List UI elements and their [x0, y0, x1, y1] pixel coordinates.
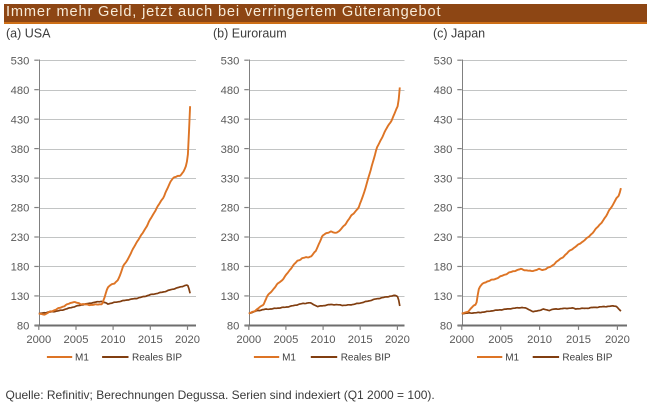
svg-text:280: 280	[11, 203, 30, 215]
svg-text:230: 230	[221, 232, 240, 244]
svg-text:180: 180	[221, 262, 240, 274]
svg-text:2010: 2010	[311, 334, 336, 346]
svg-text:2015: 2015	[566, 334, 591, 346]
svg-text:M1: M1	[505, 352, 519, 363]
svg-text:M1: M1	[282, 352, 296, 363]
svg-text:430: 430	[221, 114, 240, 126]
svg-text:130: 130	[434, 291, 453, 303]
svg-text:480: 480	[434, 85, 453, 97]
svg-text:2020: 2020	[605, 334, 630, 346]
svg-text:2020: 2020	[385, 334, 410, 346]
svg-text:2005: 2005	[273, 334, 298, 346]
svg-text:(b) Euroraum: (b) Euroraum	[213, 26, 287, 40]
svg-text:280: 280	[434, 203, 453, 215]
svg-text:2000: 2000	[26, 334, 51, 346]
svg-text:330: 330	[11, 173, 30, 185]
svg-text:Reales BIP: Reales BIP	[341, 352, 391, 363]
svg-text:530: 530	[11, 55, 30, 67]
svg-text:230: 230	[11, 232, 30, 244]
svg-text:130: 130	[11, 291, 30, 303]
svg-text:2005: 2005	[64, 334, 89, 346]
svg-text:180: 180	[434, 262, 453, 274]
svg-text:180: 180	[11, 262, 30, 274]
svg-text:430: 430	[434, 114, 453, 126]
svg-text:2015: 2015	[138, 334, 163, 346]
svg-text:(c) Japan: (c) Japan	[433, 26, 485, 40]
svg-text:130: 130	[221, 291, 240, 303]
svg-text:280: 280	[221, 203, 240, 215]
svg-text:430: 430	[11, 114, 30, 126]
svg-text:330: 330	[221, 173, 240, 185]
svg-text:480: 480	[11, 85, 30, 97]
svg-text:2000: 2000	[236, 334, 261, 346]
svg-text:Reales BIP: Reales BIP	[132, 352, 182, 363]
svg-text:380: 380	[434, 144, 453, 156]
svg-text:480: 480	[221, 85, 240, 97]
svg-text:530: 530	[221, 55, 240, 67]
svg-text:2000: 2000	[449, 334, 474, 346]
svg-text:380: 380	[11, 144, 30, 156]
svg-text:330: 330	[434, 173, 453, 185]
svg-text:2005: 2005	[488, 334, 513, 346]
svg-text:80: 80	[440, 321, 452, 333]
svg-text:2015: 2015	[348, 334, 373, 346]
svg-text:2020: 2020	[175, 334, 200, 346]
svg-text:530: 530	[434, 55, 453, 67]
svg-text:Reales BIP: Reales BIP	[562, 352, 612, 363]
svg-text:380: 380	[221, 144, 240, 156]
svg-text:(a) USA: (a) USA	[6, 26, 51, 40]
svg-text:80: 80	[227, 321, 239, 333]
svg-text:2010: 2010	[527, 334, 552, 346]
svg-text:230: 230	[434, 232, 453, 244]
svg-text:M1: M1	[75, 352, 89, 363]
svg-text:80: 80	[17, 321, 29, 333]
svg-text:2010: 2010	[101, 334, 126, 346]
